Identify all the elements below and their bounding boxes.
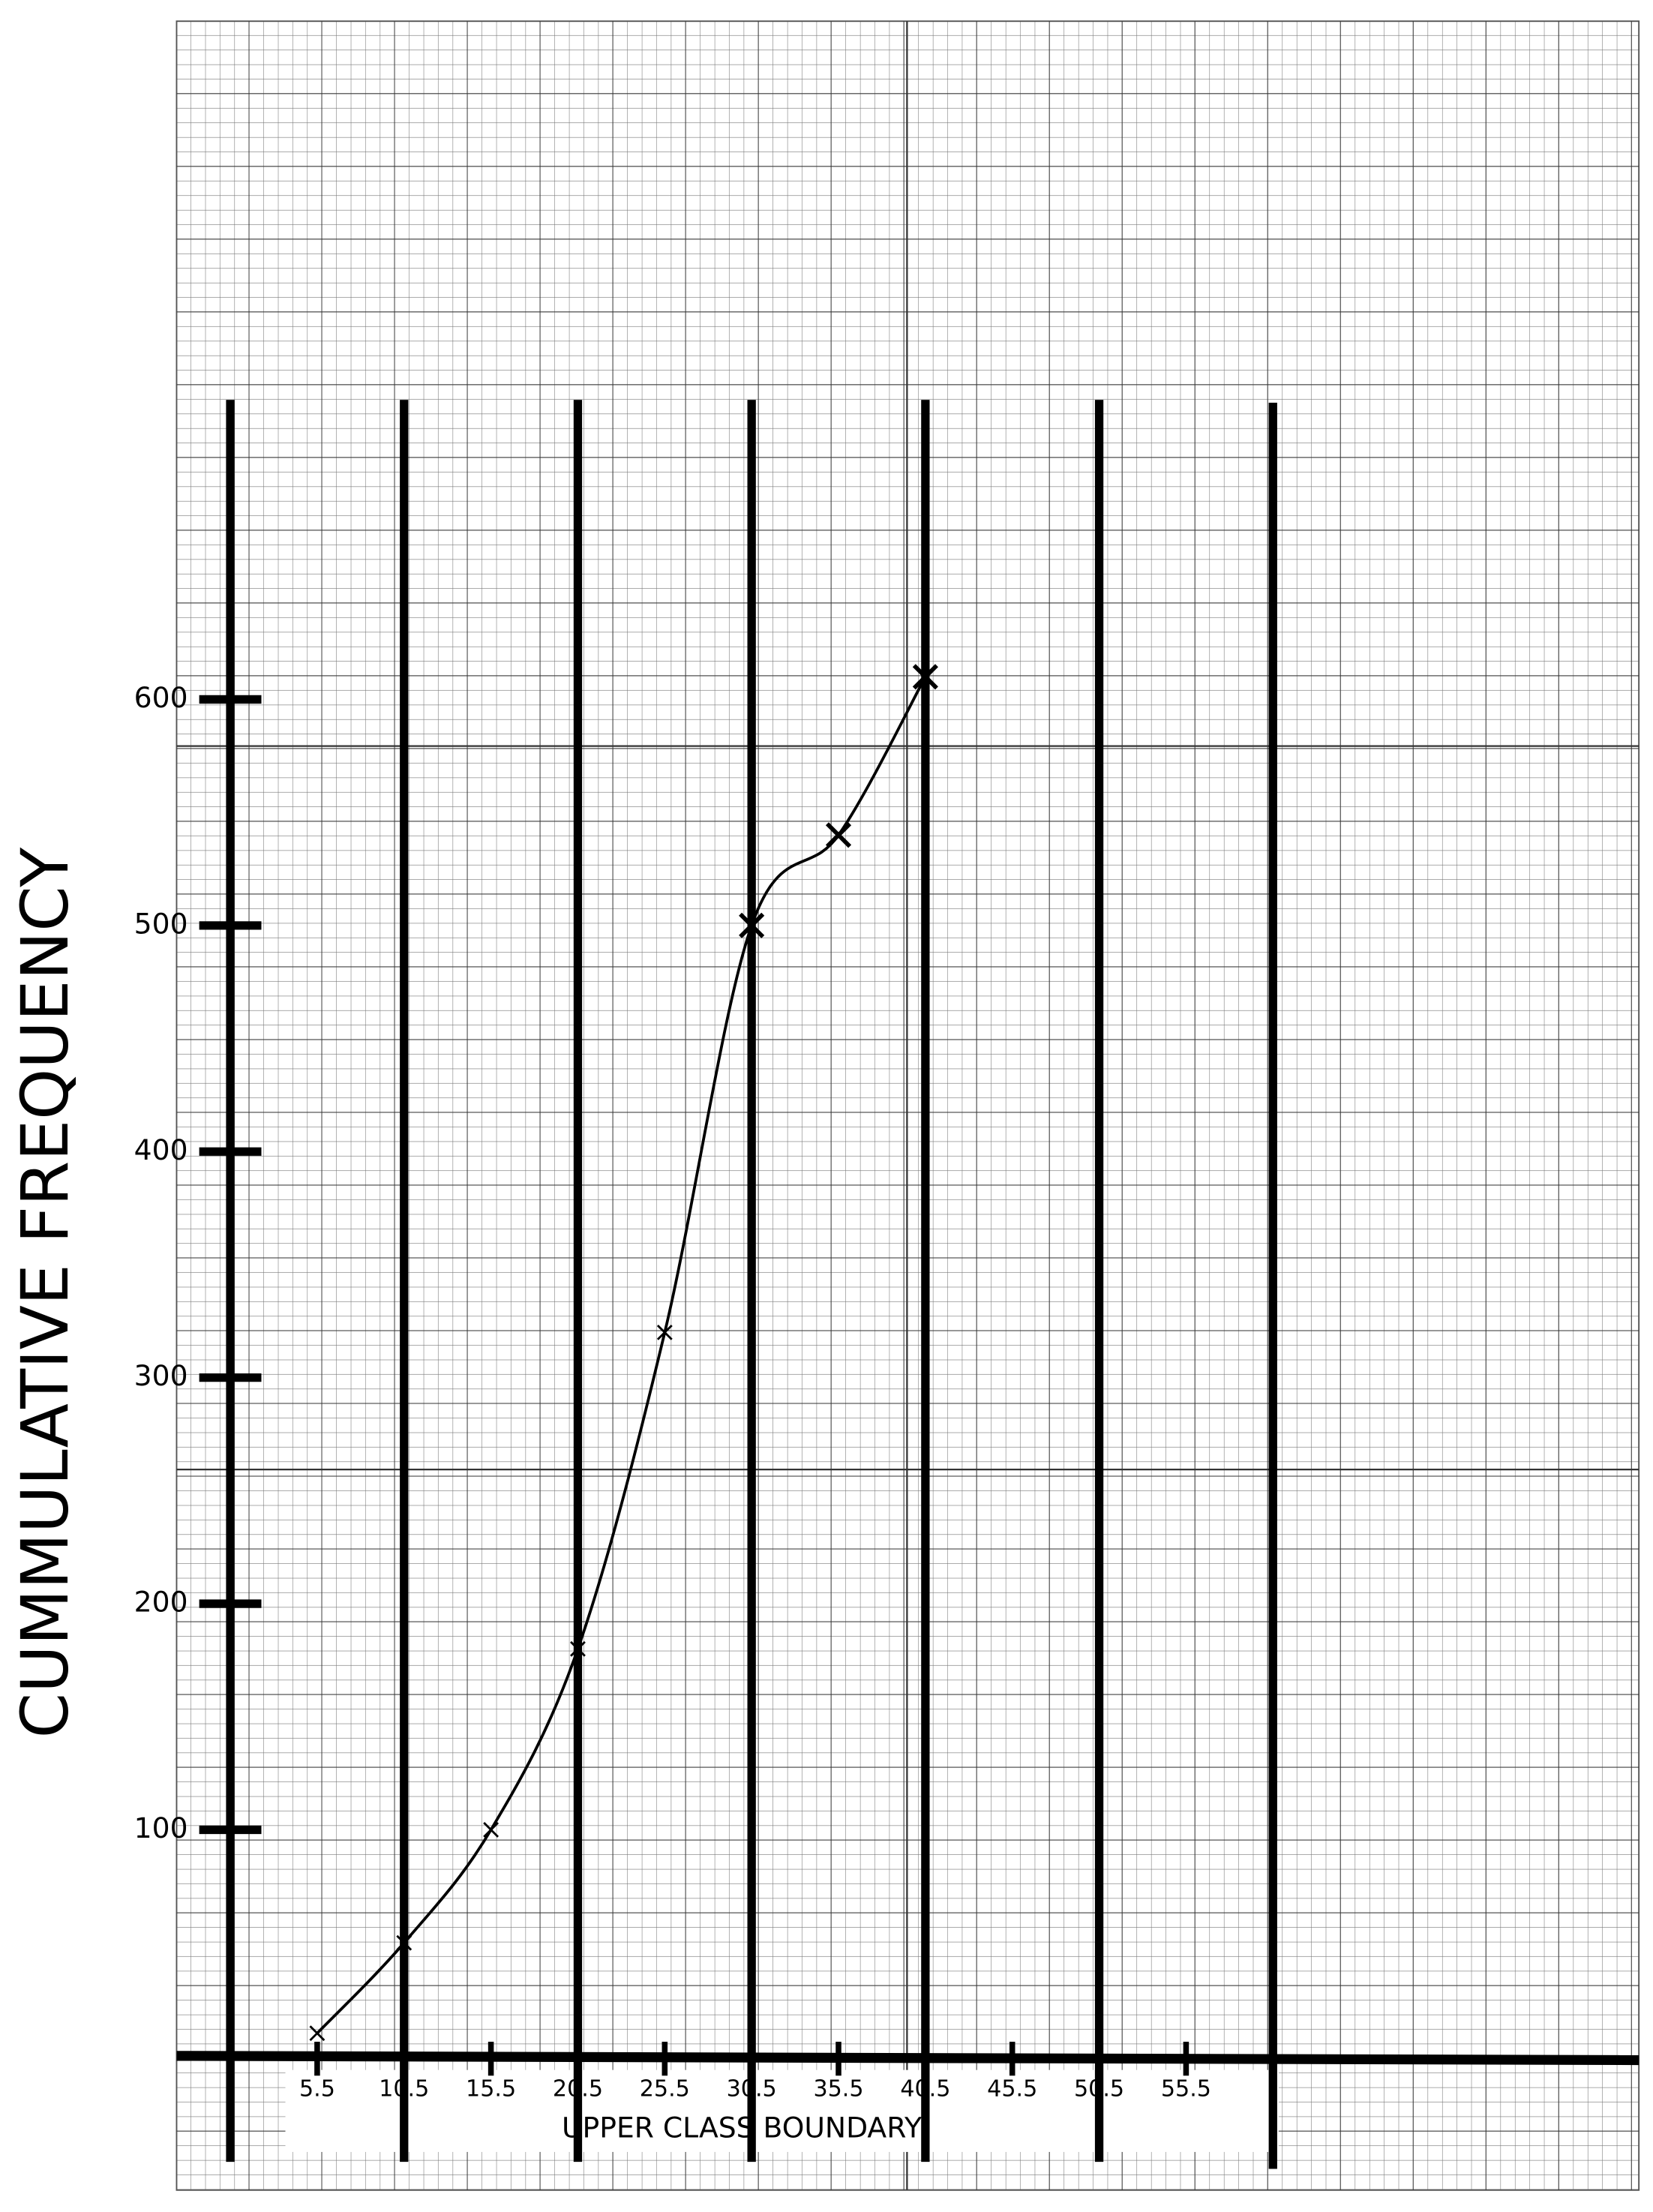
point-marker — [739, 912, 765, 938]
point-marker — [483, 1822, 500, 1838]
label-box — [285, 2069, 1279, 2152]
x-tick-label: 10.5 — [379, 2076, 429, 2102]
point-marker — [656, 1324, 673, 1340]
y-tick-label: 100 — [134, 1811, 188, 1844]
point-marker — [396, 1934, 412, 1951]
y-tick-label: 500 — [134, 907, 188, 940]
y-tick-label: 200 — [134, 1586, 188, 1619]
y-tick-label: 300 — [134, 1359, 188, 1392]
y-axis-title: CUMMULATIVE FREQUENCY — [8, 847, 83, 1739]
x-tick-label: 50.5 — [1074, 2076, 1124, 2102]
x-axis-title: UPPER CLASS BOUNDARY — [562, 2111, 922, 2144]
x-tick-label: 40.5 — [900, 2076, 950, 2102]
ogive-curve — [316, 676, 927, 2035]
point-marker — [912, 664, 938, 690]
x-tick-label: 45.5 — [987, 2076, 1037, 2102]
x-tick-label: 5.5 — [299, 2076, 335, 2102]
point-marker — [309, 2025, 326, 2042]
x-tick-label: 25.5 — [640, 2076, 690, 2102]
x-axis — [176, 2051, 1640, 2066]
x-tick-label: 55.5 — [1161, 2076, 1211, 2102]
y-tick-label: 600 — [134, 681, 188, 714]
point-marker — [570, 1640, 586, 1657]
y-tick-label: 400 — [134, 1133, 188, 1166]
x-tick-label: 35.5 — [813, 2076, 863, 2102]
x-tick-label: 30.5 — [727, 2076, 777, 2102]
x-tick-label: 15.5 — [466, 2076, 516, 2102]
point-marker — [825, 822, 852, 848]
x-tick-label: 20.5 — [553, 2076, 603, 2102]
